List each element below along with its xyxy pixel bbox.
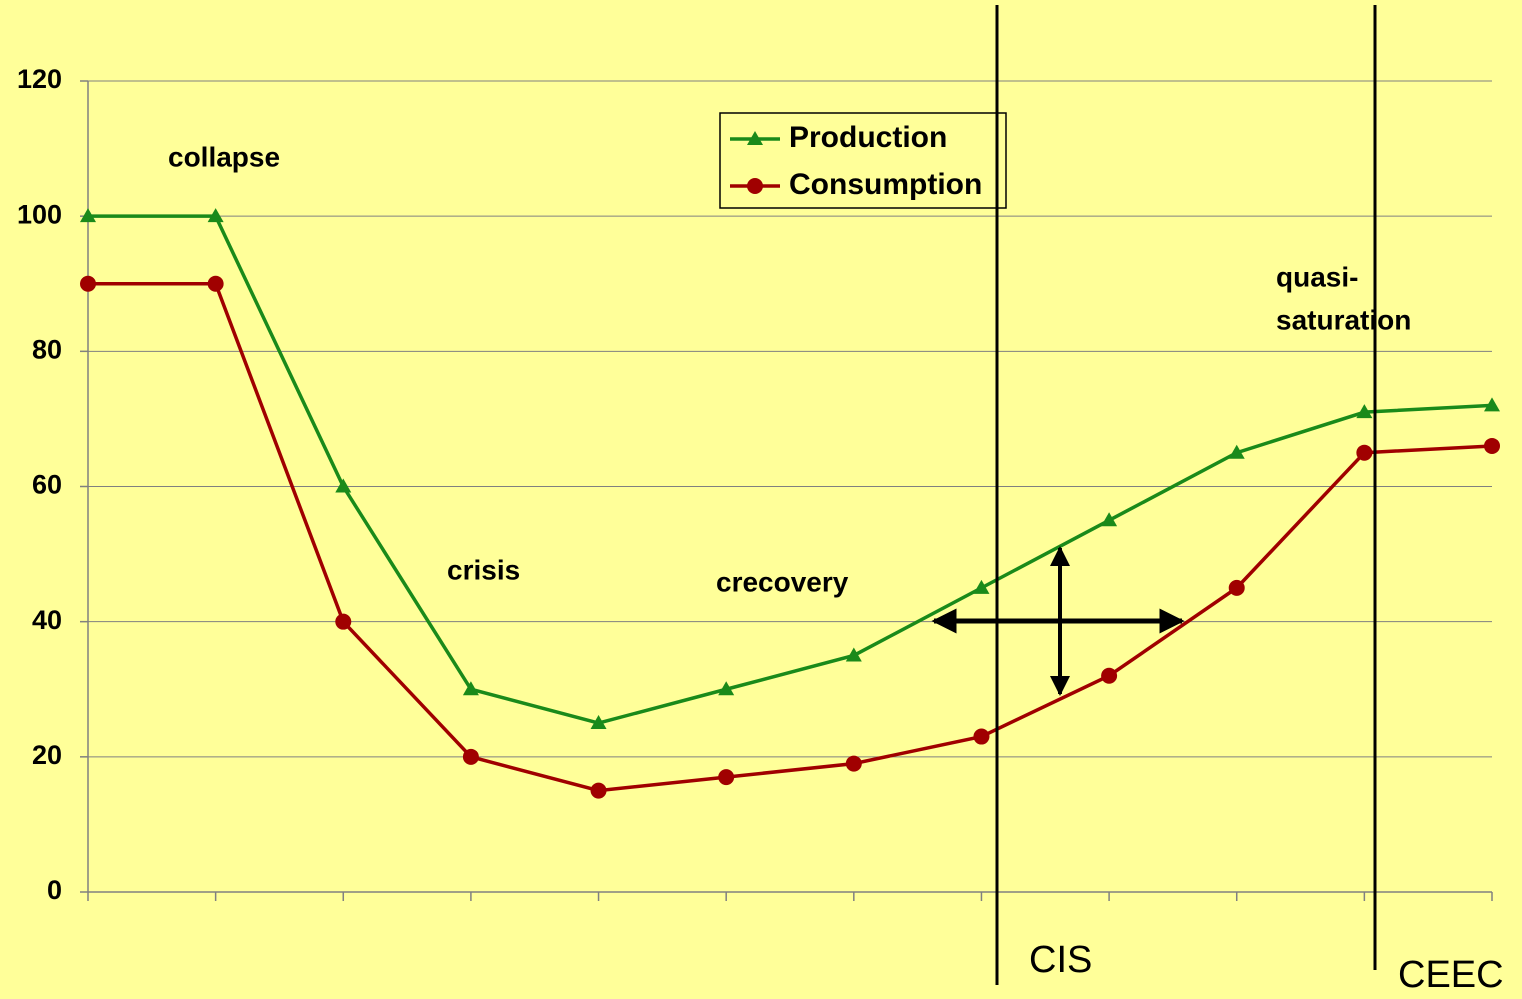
point-marker xyxy=(747,178,763,194)
annotation: crisis xyxy=(447,554,520,585)
point-marker xyxy=(718,681,735,696)
point-marker xyxy=(747,131,763,145)
legend-label: Production xyxy=(789,121,947,154)
point-marker xyxy=(207,275,224,292)
point-marker xyxy=(207,208,224,223)
annotation: saturation xyxy=(1276,304,1411,335)
legend-label: Consumption xyxy=(789,168,982,201)
point-marker xyxy=(462,681,479,696)
y-tick-label: 0 xyxy=(47,875,62,905)
series-line xyxy=(88,282,1493,793)
y-tick-label: 80 xyxy=(32,334,62,364)
point-marker xyxy=(1484,437,1500,454)
series-line xyxy=(88,214,1493,725)
point-marker xyxy=(80,275,96,292)
point-marker xyxy=(1228,444,1245,459)
point-marker xyxy=(1484,397,1500,412)
plot xyxy=(80,208,1500,799)
annotation: crecovery xyxy=(716,566,849,597)
point-marker xyxy=(80,208,96,223)
legend: Production Consumption xyxy=(719,112,1007,209)
point-marker xyxy=(335,478,352,493)
overlay: collapse crisis crecovery quasi-saturation C… xyxy=(168,5,1504,996)
y-tick-label: 120 xyxy=(17,64,62,94)
point-marker xyxy=(590,782,607,799)
y-tick-label: 20 xyxy=(32,740,62,770)
point-marker xyxy=(1101,667,1118,684)
point-marker xyxy=(718,769,735,786)
annotation: collapse xyxy=(168,141,280,172)
point-marker xyxy=(1356,404,1373,419)
point-marker xyxy=(845,755,862,772)
point-marker xyxy=(973,728,990,745)
y-tick-label: 40 xyxy=(32,605,62,635)
y-tick-label: 100 xyxy=(17,199,62,229)
y-tick-label: 60 xyxy=(32,470,62,500)
point-marker xyxy=(335,613,352,630)
annotation: CEEC xyxy=(1398,954,1504,996)
annotation: CIS xyxy=(1029,939,1092,981)
point-marker xyxy=(1356,444,1373,461)
axes: 0 20 40 60 80 100 120 xyxy=(17,64,1493,905)
annotation: quasi- xyxy=(1276,261,1358,292)
point-marker xyxy=(1228,579,1245,596)
legend-box xyxy=(719,112,1007,209)
point-marker xyxy=(462,748,479,765)
point-marker xyxy=(973,579,990,594)
point-marker xyxy=(1101,512,1118,527)
point-marker xyxy=(845,647,862,662)
point-marker xyxy=(590,715,607,730)
